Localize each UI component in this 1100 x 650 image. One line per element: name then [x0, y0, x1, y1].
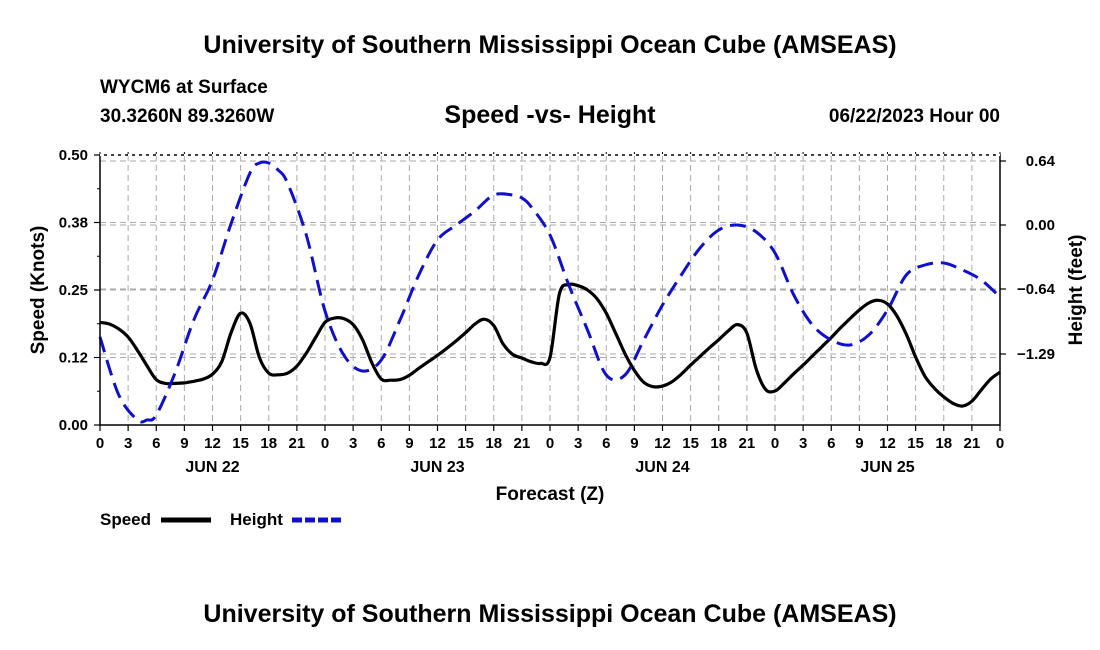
day-label: JUN 25: [860, 459, 914, 476]
station-name: WYCM6 at Surface: [100, 77, 268, 98]
station-coords: 30.3260N 89.3260W: [100, 106, 275, 127]
x-tick-label: 9: [405, 435, 413, 452]
x-tick-label: 12: [429, 435, 446, 452]
x-tick-label: 6: [152, 435, 160, 452]
y-right-tick-label: 0.64: [1026, 153, 1056, 170]
y-right-tick-label: 0.00: [1026, 217, 1055, 234]
legend: Speed Height: [100, 510, 342, 529]
series-line-height: [98, 160, 1002, 424]
x-tick-label: 3: [124, 435, 132, 452]
y-right-tick-label: −0.64: [1017, 281, 1056, 298]
x-tick-label: 0: [321, 435, 329, 452]
day-label: JUN 24: [635, 459, 689, 476]
x-tick-label: 3: [574, 435, 582, 452]
main-title: University of Southern Mississippi Ocean…: [203, 31, 897, 59]
x-tick-label: 21: [739, 435, 756, 452]
x-tick-label: 0: [546, 435, 554, 452]
x-tick-label: 15: [232, 435, 249, 452]
x-tick-label: 15: [907, 435, 924, 452]
x-tick-label: 9: [180, 435, 188, 452]
y-right-tick-label: −1.29: [1017, 346, 1055, 363]
x-axis-title: Forecast (Z): [496, 484, 605, 505]
x-tick-label: 15: [457, 435, 474, 452]
chart-title: Speed -vs- Height: [444, 101, 656, 129]
x-tick-label: 18: [935, 435, 952, 452]
day-label: JUN 22: [185, 459, 239, 476]
x-tick-label: 12: [654, 435, 671, 452]
x-tick-label: 3: [349, 435, 357, 452]
y-left-tick-label: 0.12: [59, 350, 88, 367]
x-tick-label: 21: [514, 435, 531, 452]
x-tick-label: 6: [602, 435, 610, 452]
footer-title: University of Southern Mississippi Ocean…: [203, 600, 897, 628]
x-tick-label: 21: [964, 435, 981, 452]
x-tick-label: 18: [260, 435, 277, 452]
x-tick-label: 0: [771, 435, 779, 452]
x-tick-label: 12: [879, 435, 896, 452]
x-tick-label: 21: [289, 435, 306, 452]
x-tick-label: 12: [204, 435, 221, 452]
legend-height-label: Height: [230, 510, 283, 529]
y-left-tick-label: 0.00: [59, 417, 88, 434]
series-line-speed: [99, 282, 1001, 408]
x-tick-label: 0: [996, 435, 1004, 452]
x-tick-label: 18: [485, 435, 502, 452]
y-axis-right-title: Height (feet): [1066, 235, 1087, 346]
x-tick-label: 6: [377, 435, 385, 452]
y-left-tick-label: 0.38: [59, 215, 88, 232]
day-label: JUN 23: [410, 459, 464, 476]
x-tick-label: 9: [630, 435, 638, 452]
x-tick-label: 6: [827, 435, 835, 452]
chart-date: 06/22/2023 Hour 00: [828, 106, 1000, 127]
legend-speed-label: Speed: [100, 510, 151, 529]
y-left-tick-label: 0.25: [59, 282, 88, 299]
x-tick-label: 18: [710, 435, 727, 452]
y-axis-left-title: Speed (Knots): [28, 226, 49, 355]
grid-layer: [100, 155, 1000, 425]
x-tick-label: 15: [682, 435, 699, 452]
y-left-tick-label: 0.50: [59, 147, 88, 164]
x-tick-label: 0: [96, 435, 104, 452]
series-layer: [98, 160, 1002, 424]
axis-layer: 0 3 6 9 12 15 18 21 0 3 6 9 12 15 18 21 0 3 6 9 12 15 18 21 0 3 6 9…: [59, 147, 1056, 476]
x-tick-label: 3: [799, 435, 807, 452]
x-tick-label: 9: [855, 435, 863, 452]
